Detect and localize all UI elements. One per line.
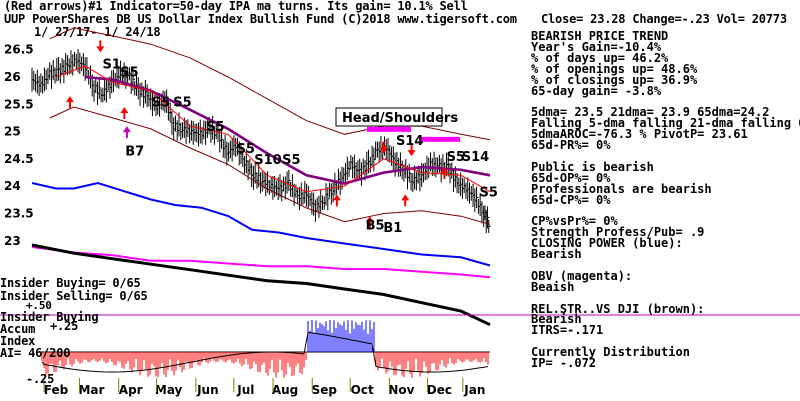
stats-line: Public is bearish — [531, 159, 654, 174]
close-readout: Close= 23.28 Change=-.23 Vol= 20773 — [541, 12, 787, 26]
signal-label: B1 — [383, 221, 402, 236]
x-tick-label: Jan — [463, 383, 485, 397]
x-tick-label: Dec — [427, 383, 452, 397]
buy-arrow — [65, 96, 74, 109]
stats-line: % of openings up= 48.6% — [531, 61, 698, 76]
signal-label: S5 — [237, 142, 255, 157]
plus50-label: +.50 — [26, 299, 52, 312]
x-tick-label: Jun — [196, 383, 219, 397]
x-tick-label: May — [155, 383, 183, 397]
stats-line: % of days up= 46.2% — [531, 50, 669, 65]
stats-line: 65d-OP%= 0% — [531, 170, 611, 185]
ai-ma-line — [41, 331, 489, 373]
signal-label: S5 — [152, 96, 170, 111]
head-shoulders-box — [335, 107, 443, 127]
signal-label: S5 — [120, 66, 138, 81]
ai-label: AI= 46/200 — [0, 346, 71, 360]
date-range: 1/ 27/17- 1/ 24/18 — [34, 25, 161, 39]
stats-line: CLOSING POWER (blue): — [531, 236, 683, 251]
signal-label: S14 — [462, 150, 489, 165]
signal-label: S5 — [479, 186, 497, 201]
y-tick-label: 24 — [4, 179, 21, 193]
signal-label: S5 — [206, 120, 224, 135]
y-tick-label: 24.5 — [4, 152, 34, 166]
fund-title: UUP PowerShares DB US Dollar Index Bulli… — [4, 12, 517, 26]
stats-line: 65-day gain= -3.8% — [531, 83, 662, 98]
stats-line: 5dmaAROC=-76.3 % PivotP= 23.61 — [531, 127, 748, 142]
buy-arrow — [440, 167, 449, 180]
insider-selling-label: Insider Selling= 0/65 — [0, 289, 148, 303]
signal-label: S5 — [282, 153, 300, 168]
stats-line: Strength Profess/Pub= .9 — [531, 225, 705, 240]
stats-line: Bearish — [531, 312, 582, 327]
x-tick-label: Sep — [312, 383, 338, 397]
signal-label: B7 — [125, 145, 144, 160]
y-tick-label: 23.5 — [4, 207, 34, 221]
signal-label: S5 — [447, 150, 465, 165]
stats-line: Bearish — [531, 247, 582, 261]
stats-line: 65d-PR%= 0% — [531, 138, 611, 152]
plus25-label: +.25 — [50, 319, 79, 333]
x-tick-label: Oct — [351, 383, 374, 397]
stats-line: Currently Distribution — [531, 345, 690, 360]
series-rel_str_dji — [31, 243, 491, 327]
stats-line: Beaish — [531, 279, 575, 294]
y-tick-label: 26.5 — [4, 43, 34, 57]
insider-buying-2-label: Insider Buying — [0, 310, 99, 324]
b7-arrow — [122, 126, 131, 139]
stats-line: Year's Gain=-10.4% — [531, 39, 662, 54]
signal-label: S14 — [396, 134, 423, 149]
y-tick-label: 25 — [4, 125, 21, 139]
sell-arrow — [379, 141, 388, 154]
stats-line: Professionals are bearish — [531, 181, 712, 196]
x-tick-label: Nov — [388, 383, 414, 397]
stats-line: OBV (magenta): — [531, 268, 633, 283]
stats-line: Falling 5-dma falling 21-dma falling 65-… — [531, 116, 800, 131]
buy-arrow — [401, 194, 410, 207]
buy-arrow — [332, 194, 341, 207]
minus25-label: -.25 — [26, 372, 55, 386]
sell-arrow — [96, 40, 105, 53]
x-tick-label: Aug — [272, 383, 298, 397]
accum-label: Accum — [0, 322, 36, 336]
signal-label: S10 — [254, 153, 281, 168]
x-tick-label: Feb — [44, 383, 69, 397]
buy-arrow — [120, 107, 129, 120]
insider-buying-label: Insider Buying= 0/65 — [0, 276, 141, 290]
stats-line: BEARISH PRICE TREND — [531, 29, 669, 43]
neckline-right — [420, 136, 460, 142]
stats-line: 5dma= 23.5 21dma= 23.9 65dma=24.2 — [531, 105, 770, 120]
y-tick-label: 23 — [4, 234, 21, 248]
series-obv — [31, 246, 491, 279]
stats-line: % of closings up= 36.9% — [531, 72, 698, 87]
x-tick-label: Jul — [236, 383, 254, 397]
stats-line: 65d-CP%= 0% — [531, 192, 611, 207]
index-label: Index — [0, 334, 36, 348]
series-closing_power — [31, 181, 491, 267]
indicator-line: (Red arrows)#1 Indicator=50-day IPA ma t… — [4, 0, 468, 13]
signal-label: S5 — [173, 96, 191, 111]
signal-label: S1 — [102, 57, 120, 72]
head-shoulders-label: Head/Shoulders — [342, 111, 458, 126]
buy-arrow — [365, 216, 374, 229]
y-tick-label: 26 — [4, 70, 21, 84]
neckline-left — [367, 126, 411, 132]
signal-label: B5 — [366, 218, 385, 233]
series-21dma — [55, 65, 491, 193]
sell-arrow — [407, 144, 416, 157]
x-tick-label: Apr — [119, 383, 143, 397]
series-lower_band — [49, 106, 491, 225]
stats-line: CP%vsPr%= 0% — [531, 214, 618, 229]
stats-line: REL.STR..VS DJI (brown): — [531, 301, 705, 316]
y-tick-label: 25.5 — [4, 97, 34, 111]
x-tick-label: Mar — [78, 383, 104, 397]
stats-line: ITRS=-.171 — [531, 323, 604, 338]
stats-line: IP= -.072 — [531, 356, 597, 370]
